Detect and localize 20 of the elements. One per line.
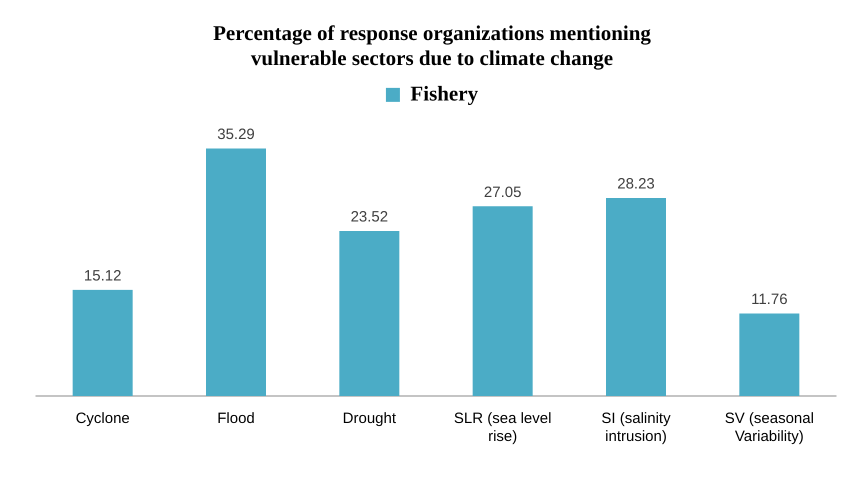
x-tick-label: Cyclone — [76, 410, 130, 428]
x-tick-label: SLR (sea level rise) — [454, 410, 552, 446]
bar — [606, 198, 666, 396]
data-label: 15.12 — [84, 268, 122, 285]
x-tick-label: Flood — [217, 410, 255, 428]
bar — [339, 231, 400, 396]
x-tick-label: Drought — [342, 410, 397, 428]
bar — [206, 148, 266, 396]
x-tick-label: SI (salinity intrusion) — [601, 410, 672, 446]
chart-title: Percentage of response organizations mentioning vulnerable sectors due to climate change — [213, 21, 652, 70]
data-label: 35.29 — [217, 126, 255, 144]
legend-label: Fishery — [410, 81, 479, 106]
data-label: 11.76 — [751, 291, 788, 308]
bar — [72, 290, 133, 396]
data-label: 23.52 — [350, 208, 388, 226]
bar — [472, 206, 533, 396]
data-label: 28.23 — [617, 176, 655, 193]
x-tick-label: SV (seasonal Variability) — [724, 410, 814, 446]
data-label: 27.05 — [484, 184, 522, 201]
bar — [739, 314, 800, 396]
